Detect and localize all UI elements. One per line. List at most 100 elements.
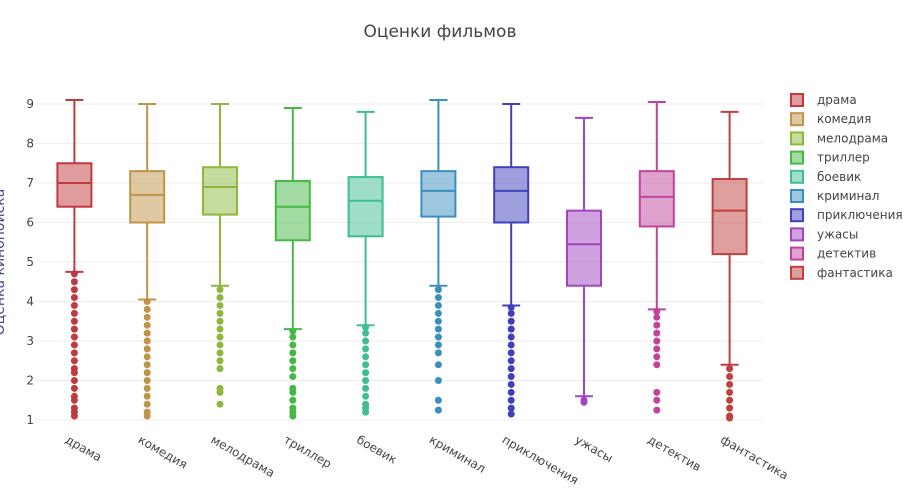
legend-item: детектив	[817, 247, 876, 261]
outlier-point	[507, 396, 515, 404]
outlier-point	[70, 301, 78, 309]
outlier-point	[216, 325, 224, 333]
outlier-point	[580, 398, 588, 406]
outlier-point	[507, 349, 515, 357]
outlier-point	[434, 317, 442, 325]
outlier-point	[653, 337, 661, 345]
outlier-point	[143, 337, 151, 345]
outlier-point	[726, 380, 734, 388]
outlier-point	[70, 396, 78, 404]
outlier-point	[143, 345, 151, 353]
y-axis-label: Оценка кинопоиска	[0, 189, 8, 336]
x-tick-label: триллер	[281, 432, 334, 470]
x-tick-label: детектив	[645, 432, 703, 474]
outlier-point	[216, 365, 224, 373]
outlier-point	[362, 361, 370, 369]
box-фантастика: фантастика	[711, 110, 791, 482]
legend-swatch	[790, 131, 804, 146]
outlier-point	[507, 309, 515, 317]
outlier-point	[653, 353, 661, 361]
outlier-point	[434, 341, 442, 349]
outlier-point	[289, 327, 297, 335]
outlier-point	[70, 341, 78, 349]
iqr-box	[493, 166, 530, 224]
y-tick-label: 9	[26, 97, 34, 111]
outlier-point	[362, 408, 370, 416]
outlier-point	[216, 400, 224, 408]
iqr-box	[347, 176, 384, 238]
outlier-point	[143, 313, 151, 321]
outlier-point	[507, 365, 515, 373]
outlier-point	[70, 349, 78, 357]
outlier-point	[362, 353, 370, 361]
outlier-point	[216, 317, 224, 325]
outlier-point	[507, 333, 515, 341]
outlier-point	[362, 377, 370, 384]
legend-swatch	[790, 150, 804, 165]
outlier-point	[507, 380, 515, 388]
y-tick-label: 3	[26, 334, 34, 348]
legend-swatch	[790, 227, 804, 242]
box-мелодрама: мелодрама	[202, 103, 277, 480]
legend-swatch	[790, 208, 804, 223]
outlier-point	[70, 333, 78, 341]
outlier-point	[289, 412, 297, 420]
outlier-point	[507, 373, 515, 381]
outlier-point	[434, 333, 442, 341]
outlier-point	[507, 303, 515, 311]
box-драма: драма	[56, 99, 104, 464]
legend-item: фантастика	[817, 266, 893, 280]
outlier-point	[216, 286, 224, 294]
y-tick-label: 6	[26, 216, 34, 230]
legend-item: мелодрама	[817, 131, 888, 145]
x-tick-label: драма	[63, 432, 104, 464]
outlier-point	[434, 309, 442, 317]
outlier-point	[507, 404, 515, 412]
outlier-point	[726, 396, 734, 404]
iqr-box	[638, 170, 675, 228]
x-tick-label: ужасы	[573, 432, 616, 465]
outlier-point	[216, 388, 224, 396]
outlier-point	[507, 357, 515, 365]
outlier-point	[362, 329, 370, 337]
outlier-point	[143, 369, 151, 377]
outlier-point	[143, 412, 151, 420]
outlier-point	[70, 325, 78, 333]
outlier-point	[143, 361, 151, 369]
outlier-point	[216, 357, 224, 365]
outlier-point	[653, 361, 661, 369]
outlier-point	[653, 396, 661, 404]
outlier-point	[289, 357, 297, 365]
outlier-point	[653, 329, 661, 337]
box-криминал: криминал	[420, 99, 488, 476]
outlier-point	[70, 278, 78, 286]
outlier-point	[143, 321, 151, 329]
x-tick-label: приключения	[500, 432, 581, 487]
outlier-point	[70, 412, 78, 420]
outlier-point	[362, 384, 370, 392]
outlier-point	[70, 369, 78, 377]
outlier-point	[434, 349, 442, 357]
y-tick-label: 2	[26, 374, 34, 388]
iqr-box	[711, 178, 748, 256]
iqr-box	[202, 166, 238, 216]
outlier-point	[216, 301, 224, 309]
box-боевик: боевик	[347, 110, 399, 467]
legend-item: ужасы	[817, 227, 858, 241]
outlier-point	[653, 321, 661, 329]
legend-swatch	[790, 246, 804, 261]
outlier-point	[726, 365, 734, 373]
x-tick-label: боевик	[354, 432, 399, 466]
outlier-point	[216, 333, 224, 341]
outlier-point	[70, 270, 78, 278]
outlier-point	[143, 377, 151, 384]
outlier-point	[507, 410, 515, 418]
outlier-point	[143, 392, 151, 400]
outlier-point	[143, 329, 151, 337]
y-tick-label: 4	[26, 295, 34, 309]
box-триллер: триллер	[274, 106, 334, 471]
outlier-point	[653, 307, 661, 315]
legend-item: триллер	[817, 151, 870, 165]
